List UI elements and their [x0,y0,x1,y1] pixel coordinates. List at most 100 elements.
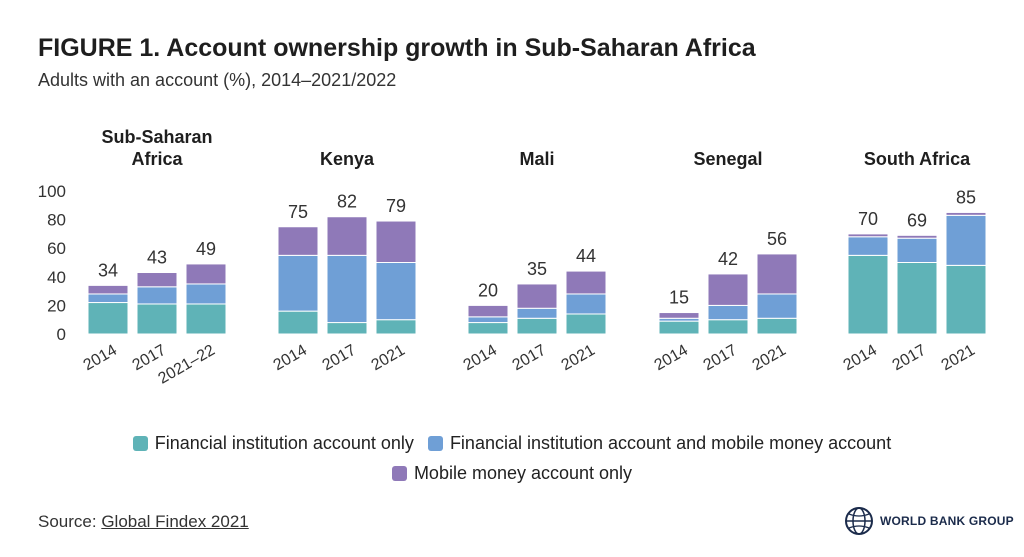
bar-segment-financial-only-2-2 [565,313,607,335]
bar-segment-both-4-2 [945,214,987,266]
bar-total-label-0-2: 49 [196,239,216,259]
bar-segment-mobile-only-2-0 [467,304,509,318]
bar-total-label-1-2: 79 [386,196,406,216]
bar-total-label-3-1: 42 [718,249,738,269]
legend-item-financial-only: Financial institution account only [132,432,414,454]
group-label-0-line-0: Sub-Saharan [101,127,212,147]
group-label-3-line-0: Senegal [693,149,762,169]
bar-segment-both-4-0 [847,236,889,256]
x-tick-label-2-2: 2021 [559,342,598,375]
legend-row-2: Mobile money account only [0,458,1024,488]
bar-total-label-3-0: 15 [669,288,689,308]
bar-total-label-3-2: 56 [767,229,787,249]
bar-segment-mobile-only-2-1 [516,283,558,309]
legend-label-financial-only: Financial institution account only [154,432,414,453]
legend-row-1: Financial institution account only Finan… [0,428,1024,458]
bar-segment-financial-only-3-1 [707,319,749,335]
x-tick-label-3-1: 2017 [701,342,740,375]
stacked-bar-chart: 020406080100Sub-SaharanAfrica34201443201… [38,127,987,388]
bar-total-label-4-1: 69 [907,210,927,230]
source-label: Source: [38,512,102,531]
bar-segment-financial-only-1-1 [326,322,368,335]
bar-segment-financial-only-1-0 [277,310,319,335]
bar-segment-both-3-2 [756,293,798,319]
bar-total-label-0-1: 43 [147,248,167,268]
bar-total-label-1-0: 75 [288,202,308,222]
chart-title: FIGURE 1. Account ownership growth in Su… [38,34,756,62]
bar-segment-financial-only-4-1 [896,262,938,335]
bar-segment-mobile-only-3-0 [658,312,700,319]
bar-segment-both-1-0 [277,254,319,312]
bar-segment-mobile-only-4-1 [896,234,938,239]
x-tick-label-1-2: 2021 [369,342,408,375]
bar-segment-mobile-only-4-0 [847,233,889,238]
bar-total-label-2-1: 35 [527,259,547,279]
bar-segment-financial-only-4-0 [847,254,889,335]
bar-segment-mobile-only-1-1 [326,216,368,256]
y-tick-label-80: 80 [47,211,66,230]
bar-segment-financial-only-2-0 [467,322,509,335]
bar-total-label-4-0: 70 [858,209,878,229]
bar-segment-financial-only-2-1 [516,317,558,335]
source-link[interactable]: Global Findex 2021 [101,512,249,531]
x-tick-label-4-1: 2017 [890,342,929,375]
bar-total-label-2-2: 44 [576,246,596,266]
bar-segment-financial-only-3-2 [756,317,798,335]
legend-item-mobile-only: Mobile money account only [391,462,633,484]
y-tick-label-100: 100 [38,182,66,201]
source-note: Source: Global Findex 2021 [38,512,249,532]
bar-segment-mobile-only-3-1 [707,273,749,306]
bar-segment-both-2-0 [467,316,509,324]
bar-segment-both-3-1 [707,304,749,321]
bar-total-label-1-1: 82 [337,192,357,212]
y-tick-label-60: 60 [47,239,66,258]
x-tick-label-1-0: 2014 [271,342,310,375]
legend-label-both: Financial institution account and mobile… [449,432,892,453]
y-tick-label-0: 0 [57,325,66,344]
bar-segment-mobile-only-1-2 [375,220,417,263]
bar-total-label-4-2: 85 [956,187,976,207]
bar-segment-mobile-only-0-1 [136,272,178,288]
x-tick-label-0-0: 2014 [81,342,120,375]
bar-total-label-0-0: 34 [98,260,118,280]
bar-segment-financial-only-1-2 [375,319,417,335]
bar-segment-mobile-only-0-2 [185,263,227,285]
bar-segment-both-0-0 [87,293,129,304]
y-tick-label-20: 20 [47,296,66,315]
legend-swatch-mobile-only [391,465,407,481]
x-tick-label-3-0: 2014 [652,342,691,375]
bar-segment-mobile-only-4-2 [945,211,987,216]
x-tick-label-0-2: 2021–22 [156,342,219,388]
group-label-2-line-0: Mali [519,149,554,169]
bar-segment-both-0-2 [185,283,227,305]
bar-total-label-2-0: 20 [478,280,498,300]
legend-swatch-financial-only [132,435,148,451]
bar-segment-financial-only-0-2 [185,303,227,335]
bar-segment-mobile-only-3-2 [756,253,798,295]
legend-swatch-both [427,435,443,451]
bar-segment-both-0-1 [136,286,178,305]
chart-subtitle: Adults with an account (%), 2014–2021/20… [38,70,397,90]
group-label-0-line-1: Africa [131,149,183,169]
bar-segment-both-1-2 [375,262,417,321]
x-tick-label-1-1: 2017 [320,342,359,375]
x-tick-label-3-2: 2021 [750,342,789,375]
group-label-4-line-0: South Africa [864,149,971,169]
x-tick-label-4-0: 2014 [841,342,880,375]
bar-segment-mobile-only-1-0 [277,226,319,256]
bar-segment-mobile-only-2-2 [565,270,607,295]
bar-segment-mobile-only-0-0 [87,284,129,295]
x-tick-label-2-1: 2017 [510,342,549,375]
chart-legend: Financial institution account only Finan… [0,428,1024,488]
group-label-1-line-0: Kenya [320,149,375,169]
legend-label-mobile-only: Mobile money account only [413,462,633,483]
x-tick-label-4-2: 2021 [939,342,978,375]
world-bank-logo: WORLD BANK GROUP [844,506,1014,536]
globe-icon [845,507,873,535]
bar-segment-financial-only-0-1 [136,303,178,335]
bar-segment-financial-only-0-0 [87,302,129,335]
bar-segment-financial-only-4-2 [945,264,987,335]
bar-segment-both-4-1 [896,237,938,264]
x-tick-label-2-0: 2014 [461,342,500,375]
bar-segment-both-1-1 [326,254,368,324]
